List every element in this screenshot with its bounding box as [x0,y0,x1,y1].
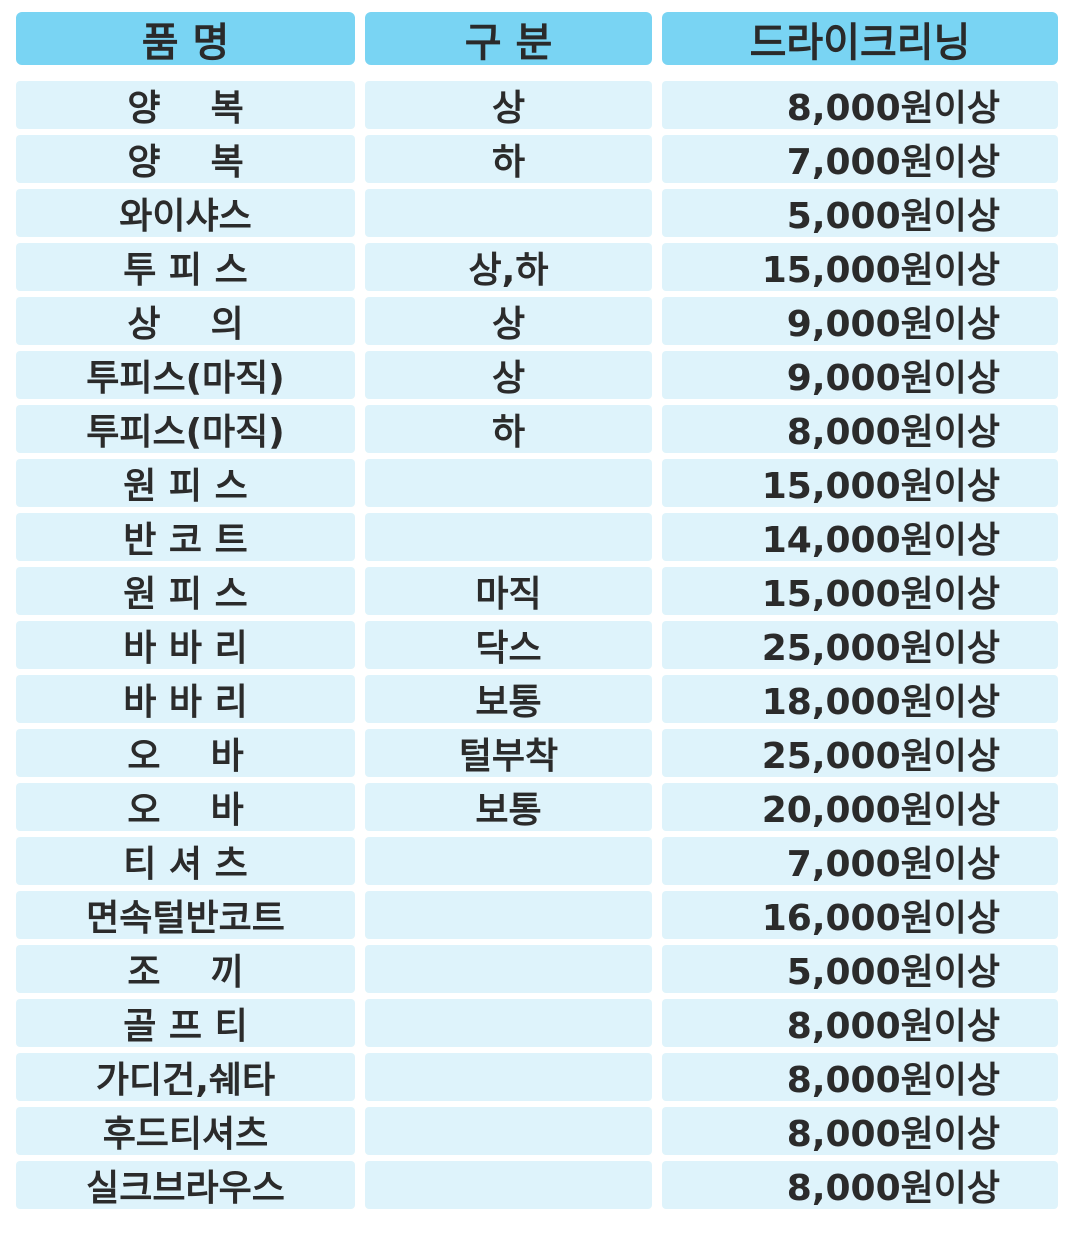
table-row: 오 바 털부착 25,000원이상 [16,729,1058,777]
table-row: 원 피 스 15,000원이상 [16,459,1058,507]
item-cell: 바 바 리 [16,621,355,669]
item-cell: 투피스(마직) [16,405,355,453]
price-cell: 14,000원이상 [662,513,1058,561]
table-row: 투 피 스 상,하 15,000원이상 [16,243,1058,291]
table-body: 양 복 상 8,000원이상 양 복 하 7,000원이상 와이샤스 5,000원이상 투 피 … [16,81,1058,1209]
type-cell: 하 [365,135,652,183]
table-row: 오 바 보통 20,000원이상 [16,783,1058,831]
header-type: 구 분 [365,12,652,66]
type-cell [365,891,652,939]
type-cell [365,459,652,507]
item-cell: 후드티셔츠 [16,1107,355,1155]
table-row: 조 끼 5,000원이상 [16,945,1058,993]
price-cell: 20,000원이상 [662,783,1058,831]
type-cell: 상,하 [365,243,652,291]
table-row: 상 의 상 9,000원이상 [16,297,1058,345]
table-row: 원 피 스 마직 15,000원이상 [16,567,1058,615]
price-cell: 18,000원이상 [662,675,1058,723]
type-cell [365,189,652,237]
table-row: 투피스(마직) 하 8,000원이상 [16,405,1058,453]
table-row: 바 바 리 보통 18,000원이상 [16,675,1058,723]
item-cell: 골 프 티 [16,999,355,1047]
price-cell: 25,000원이상 [662,621,1058,669]
item-cell: 투 피 스 [16,243,355,291]
table-row: 투피스(마직) 상 9,000원이상 [16,351,1058,399]
table-row: 양 복 하 7,000원이상 [16,135,1058,183]
type-cell: 마직 [365,567,652,615]
price-cell: 8,000원이상 [662,81,1058,129]
price-cell: 9,000원이상 [662,297,1058,345]
price-cell: 25,000원이상 [662,729,1058,777]
table-row: 와이샤스 5,000원이상 [16,189,1058,237]
item-cell: 실크브라우스 [16,1161,355,1209]
price-cell: 8,000원이상 [662,405,1058,453]
table-row: 면속털반코트 16,000원이상 [16,891,1058,939]
item-cell: 바 바 리 [16,675,355,723]
type-cell [365,999,652,1047]
item-cell: 면속털반코트 [16,891,355,939]
table-row: 바 바 리 닥스 25,000원이상 [16,621,1058,669]
price-cell: 16,000원이상 [662,891,1058,939]
price-cell: 5,000원이상 [662,945,1058,993]
price-cell: 15,000원이상 [662,243,1058,291]
type-cell [365,1053,652,1101]
type-cell: 상 [365,351,652,399]
type-cell: 보통 [365,783,652,831]
item-cell: 양 복 [16,135,355,183]
price-cell: 7,000원이상 [662,135,1058,183]
item-cell: 반 코 트 [16,513,355,561]
price-cell: 8,000원이상 [662,999,1058,1047]
item-cell: 와이샤스 [16,189,355,237]
item-cell: 조 끼 [16,945,355,993]
table-header: 품 명 구 분 드라이크리닝 [16,12,1058,66]
price-cell: 15,000원이상 [662,567,1058,615]
price-cell: 8,000원이상 [662,1107,1058,1155]
price-cell: 9,000원이상 [662,351,1058,399]
type-cell [365,945,652,993]
type-cell: 털부착 [365,729,652,777]
header-dry-cleaning: 드라이크리닝 [662,12,1058,66]
price-cell: 8,000원이상 [662,1053,1058,1101]
type-cell: 상 [365,81,652,129]
header-item: 품 명 [16,12,355,66]
table-row: 티 셔 츠 7,000원이상 [16,837,1058,885]
type-cell [365,837,652,885]
type-cell [365,513,652,561]
table-row: 골 프 티 8,000원이상 [16,999,1058,1047]
table-row: 반 코 트 14,000원이상 [16,513,1058,561]
item-cell: 오 바 [16,783,355,831]
price-table: 품 명 구 분 드라이크리닝 양 복 상 8,000원이상 양 복 하 7,000원이상 와… [16,12,1058,1215]
type-cell: 닥스 [365,621,652,669]
item-cell: 원 피 스 [16,567,355,615]
table-row: 가디건,쉐타 8,000원이상 [16,1053,1058,1101]
price-cell: 5,000원이상 [662,189,1058,237]
price-cell: 7,000원이상 [662,837,1058,885]
item-cell: 티 셔 츠 [16,837,355,885]
item-cell: 양 복 [16,81,355,129]
item-cell: 오 바 [16,729,355,777]
item-cell: 원 피 스 [16,459,355,507]
type-cell: 하 [365,405,652,453]
type-cell [365,1107,652,1155]
type-cell: 보통 [365,675,652,723]
table-row: 실크브라우스 8,000원이상 [16,1161,1058,1209]
type-cell [365,1161,652,1209]
item-cell: 투피스(마직) [16,351,355,399]
price-cell: 15,000원이상 [662,459,1058,507]
table-row: 후드티셔츠 8,000원이상 [16,1107,1058,1155]
item-cell: 가디건,쉐타 [16,1053,355,1101]
table-row: 양 복 상 8,000원이상 [16,81,1058,129]
type-cell: 상 [365,297,652,345]
item-cell: 상 의 [16,297,355,345]
price-cell: 8,000원이상 [662,1161,1058,1209]
